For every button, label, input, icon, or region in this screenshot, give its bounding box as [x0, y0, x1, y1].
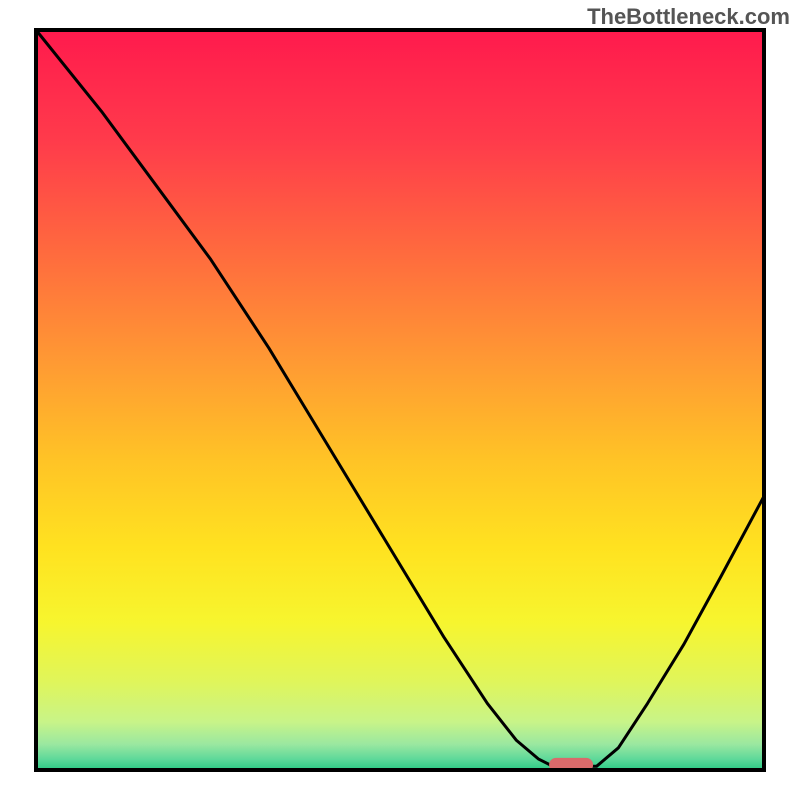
- watermark-text: TheBottleneck.com: [587, 4, 790, 30]
- plot-background: [36, 30, 764, 770]
- chart-container: TheBottleneck.com: [0, 0, 800, 800]
- bottleneck-chart: [0, 0, 800, 800]
